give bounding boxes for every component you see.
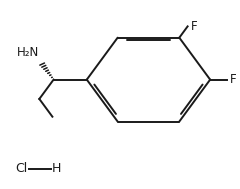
- Text: Cl: Cl: [16, 163, 28, 176]
- Text: H₂N: H₂N: [17, 46, 39, 59]
- Text: H: H: [52, 163, 61, 176]
- Text: F: F: [191, 20, 197, 33]
- Text: F: F: [230, 73, 236, 86]
